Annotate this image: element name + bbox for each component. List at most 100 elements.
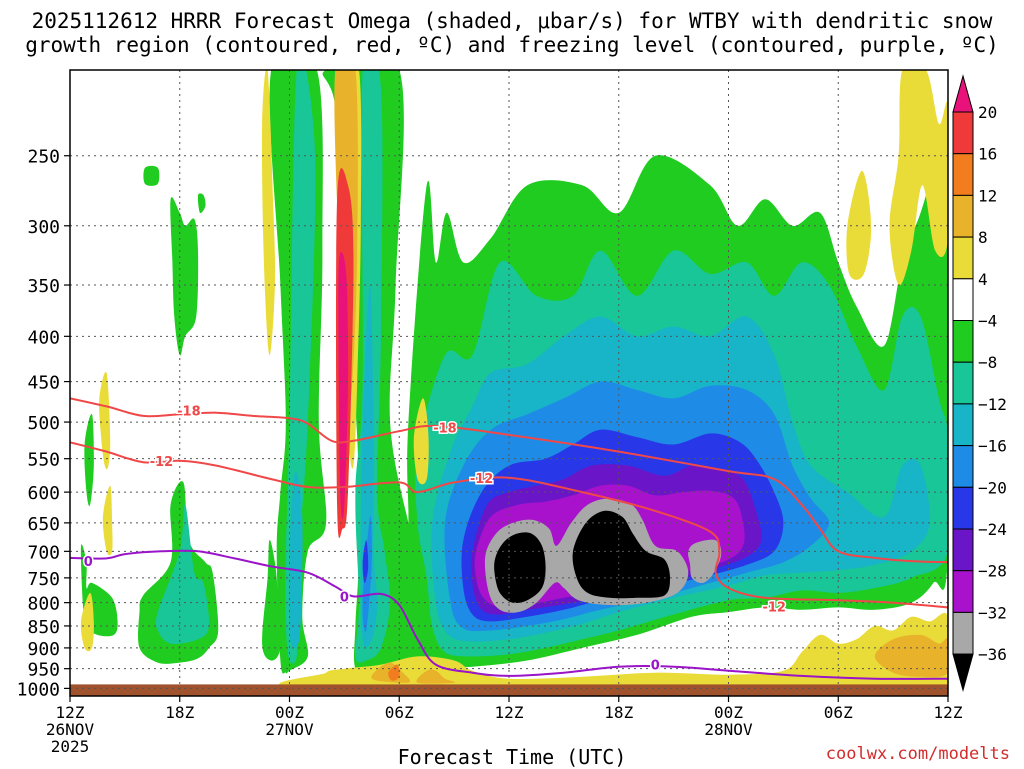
chart-title-line-1: 2025112612 HRRR Forecast Omega (shaded, … [31, 9, 993, 33]
chart-title-line-2: growth region (contoured, red, ºC) and f… [25, 33, 999, 57]
y-tick-label-650: 650 [27, 514, 60, 535]
colorbar-swatch-1 [952, 111, 974, 155]
y-tick-label-550: 550 [27, 450, 60, 471]
colorbar-arrow-top [952, 74, 974, 113]
x-tick-label: 00Z [275, 703, 304, 722]
omega-region-39 [874, 634, 948, 678]
y-tick-label-700: 700 [27, 542, 60, 563]
omega-region-5 [262, 539, 281, 661]
omega-region-34 [846, 170, 872, 280]
contour--18-0 [70, 397, 948, 564]
y-tick-label-250: 250 [27, 147, 60, 168]
colorbar: 20 16 12 8 4 −4 −8 −12 −16 −20 −24 −28 −32 −36 [952, 74, 1007, 692]
y-tick-label-800: 800 [27, 594, 60, 615]
omega-region-6 [170, 197, 199, 356]
colorbar-swatch-2 [952, 153, 974, 196]
omega-region-25 [494, 532, 546, 603]
x-tick-label: 2025 [51, 737, 90, 756]
colorbar-tick-label: 20 [978, 103, 997, 122]
omega-region-9 [84, 413, 94, 507]
y-tick-label-950: 950 [27, 660, 60, 681]
omega-region-40 [388, 664, 400, 681]
omega-region-32 [413, 398, 429, 485]
colorbar-tick-label: −4 [978, 312, 997, 331]
colorbar-swatch-6 [952, 320, 974, 363]
y-tick-label-850: 850 [27, 617, 60, 638]
omega-region-8 [143, 165, 160, 186]
y-tick-label-450: 450 [27, 373, 60, 394]
x-tick-label: 00Z [714, 703, 743, 722]
colorbar-tick-label: −28 [978, 562, 1007, 581]
x-tick-label: 28NOV [704, 720, 753, 739]
colorbar-tick-label: −36 [978, 645, 1007, 664]
colorbar-swatch-9 [952, 445, 974, 488]
y-tick-label-900: 900 [27, 639, 60, 660]
colorbar-swatch-10 [952, 486, 974, 530]
colorbar-swatch-11 [952, 528, 974, 572]
contour-label--18: -18 [177, 404, 201, 419]
colorbar-tick-label: −24 [978, 520, 1007, 539]
credit-link[interactable]: coolwx.com/modelts [825, 744, 1010, 764]
grid-lines [70, 70, 948, 696]
omega-region-33 [889, 70, 948, 286]
omega-region-29 [102, 485, 113, 556]
x-tick-label: 27NOV [265, 720, 314, 739]
colorbar-swatch-5 [952, 278, 974, 321]
y-tick-label-500: 500 [27, 413, 60, 434]
y-tick-label-750: 750 [27, 569, 60, 590]
omega-region-26 [572, 510, 670, 599]
omega-region-42 [338, 251, 349, 520]
colorbar-swatch-7 [952, 361, 974, 405]
colorbar-tick-label: 12 [978, 186, 997, 205]
y-tick-label-300: 300 [27, 217, 60, 238]
y-tick-label-400: 400 [27, 327, 60, 348]
colorbar-swatch-4 [952, 236, 974, 280]
omega-region-13 [155, 504, 210, 645]
colorbar-swatch-3 [952, 194, 974, 238]
colorbar-tick-label: −16 [978, 437, 1007, 456]
contour--12-1 [70, 441, 948, 609]
omega-region-31 [80, 592, 94, 652]
omega-region-24 [688, 539, 722, 584]
x-axis-label: Forecast Time (UTC) [397, 745, 627, 769]
colorbar-tick-label: 8 [978, 228, 988, 247]
omega-region-15 [288, 471, 303, 649]
colorbar-tick-label: 16 [978, 145, 997, 164]
contour-label-0: 0 [340, 590, 349, 605]
x-tick-label: 26NOV [46, 720, 95, 739]
x-tick-label: 12Z [934, 703, 963, 722]
omega-shading [80, 70, 948, 695]
temperature-contours: -18 -18 -12 -12 -12 0 0 0 [70, 397, 948, 680]
omega-region-28 [261, 70, 276, 356]
colorbar-swatch-12 [952, 570, 974, 613]
contour-label-0: 0 [84, 555, 93, 570]
contour-0-2 [70, 549, 948, 680]
colorbar-tick-label: −20 [978, 478, 1007, 497]
colorbar-tick-label: −12 [978, 395, 1007, 414]
y-tick-label-1000: 1000 [17, 679, 60, 700]
ground-layer [70, 684, 948, 696]
omega-region-7 [197, 193, 206, 214]
contour-label-0: 0 [651, 659, 660, 674]
colorbar-swatch-8 [952, 403, 974, 447]
omega-region-30 [99, 371, 111, 470]
colorbar-tick-label: −32 [978, 603, 1007, 622]
colorbar-tick-label: 4 [978, 270, 988, 289]
colorbar-tick-label: −8 [978, 353, 997, 372]
x-tick-label: 18Z [165, 703, 194, 722]
omega-region-37 [416, 669, 456, 684]
x-tick-label: 06Z [385, 703, 414, 722]
axes: 2503003504004505005506006507007508008509… [17, 147, 963, 756]
contour-label--18: -18 [433, 421, 457, 436]
contour-label--12: -12 [470, 472, 494, 487]
x-tick-label: 12Z [56, 703, 85, 722]
contour-label--12: -12 [150, 455, 174, 470]
colorbar-swatch-13 [952, 611, 974, 655]
x-tick-label: 18Z [604, 703, 633, 722]
y-tick-label-350: 350 [27, 276, 60, 297]
x-tick-label: 12Z [495, 703, 524, 722]
y-tick-label-600: 600 [27, 483, 60, 504]
x-tick-label: 06Z [824, 703, 853, 722]
colorbar-arrow-bottom [952, 653, 974, 692]
